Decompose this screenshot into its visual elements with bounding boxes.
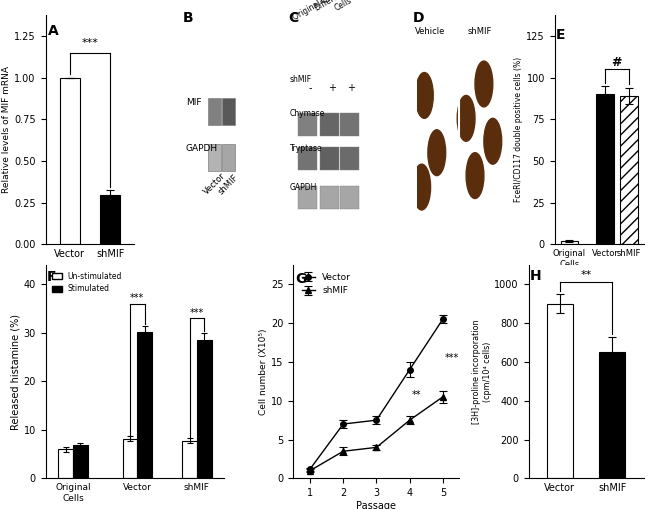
Bar	[222, 144, 235, 171]
Text: ***: ***	[81, 38, 98, 48]
Text: shMIF: shMIF	[217, 173, 240, 196]
Legend: Vector, shMIF: Vector, shMIF	[298, 269, 355, 299]
Text: A: A	[47, 24, 58, 39]
Bar	[58, 449, 73, 478]
Text: ***: ***	[445, 353, 459, 363]
Y-axis label: Cell number (X10⁵): Cell number (X10⁵)	[259, 328, 268, 415]
Bar	[320, 186, 339, 209]
Y-axis label: Released histamine (%): Released histamine (%)	[10, 314, 21, 430]
Bar	[197, 340, 211, 478]
Text: **: **	[580, 270, 592, 280]
Bar	[182, 441, 197, 478]
Bar	[341, 147, 359, 170]
Text: MIF: MIF	[186, 98, 202, 107]
Text: Tryptase: Tryptase	[289, 144, 322, 153]
Text: **: **	[411, 390, 421, 400]
Text: G: G	[295, 272, 306, 287]
Text: +: +	[328, 83, 337, 93]
Text: ***: ***	[190, 308, 204, 318]
Text: Vector: Vector	[202, 171, 228, 196]
Text: #: #	[612, 56, 622, 69]
Y-axis label: Relative levels of MIF mRNA: Relative levels of MIF mRNA	[3, 66, 12, 193]
Bar	[137, 332, 152, 478]
Text: E: E	[556, 28, 566, 42]
Text: shMIF: shMIF	[289, 75, 311, 84]
Bar	[547, 303, 573, 478]
Legend: Un-stimulated, Stimulated: Un-stimulated, Stimulated	[49, 269, 125, 296]
Text: B: B	[183, 11, 194, 25]
Circle shape	[428, 130, 446, 176]
Bar	[341, 112, 359, 135]
Text: Differentiated
Cells: Differentiated Cells	[590, 277, 644, 296]
Bar	[209, 98, 221, 125]
Bar	[298, 186, 317, 209]
Text: D: D	[413, 11, 424, 25]
Bar	[298, 112, 317, 135]
Bar	[73, 445, 88, 478]
Y-axis label: FceRI/CD117 double positive cells (%): FceRI/CD117 double positive cells (%)	[515, 57, 523, 203]
Bar	[341, 186, 359, 209]
Circle shape	[475, 61, 493, 107]
Text: GAPDH: GAPDH	[186, 144, 218, 153]
Text: shMIF: shMIF	[467, 26, 491, 36]
Bar	[222, 98, 235, 125]
Circle shape	[457, 96, 475, 141]
Bar	[100, 195, 120, 244]
Text: H: H	[530, 269, 541, 282]
Text: GAPDH: GAPDH	[289, 183, 317, 191]
Text: ***: ***	[130, 293, 144, 303]
Bar	[596, 94, 614, 244]
Bar	[320, 112, 339, 135]
Text: +: +	[347, 83, 355, 93]
Bar	[560, 241, 578, 244]
Text: Differentiated
Cells: Differentiated Cells	[313, 0, 369, 22]
Text: -: -	[309, 83, 312, 93]
Text: Vehicle: Vehicle	[415, 26, 446, 36]
Bar	[209, 144, 221, 171]
Circle shape	[413, 164, 430, 210]
Circle shape	[415, 73, 434, 119]
Text: Chymase: Chymase	[289, 109, 325, 118]
Text: Original Cells: Original Cells	[292, 0, 341, 22]
Bar	[298, 147, 317, 170]
Bar	[320, 147, 339, 170]
Bar	[599, 352, 625, 478]
Y-axis label: [3H]-proline incorporation
(cpm/10⁴ cells): [3H]-proline incorporation (cpm/10⁴ cell…	[472, 319, 491, 424]
Bar	[620, 96, 638, 244]
X-axis label: Passage: Passage	[356, 501, 396, 509]
Circle shape	[466, 153, 484, 199]
Bar	[60, 78, 80, 244]
Circle shape	[484, 119, 502, 164]
Text: F: F	[46, 270, 56, 284]
Bar	[123, 439, 137, 478]
Text: C: C	[288, 11, 298, 25]
